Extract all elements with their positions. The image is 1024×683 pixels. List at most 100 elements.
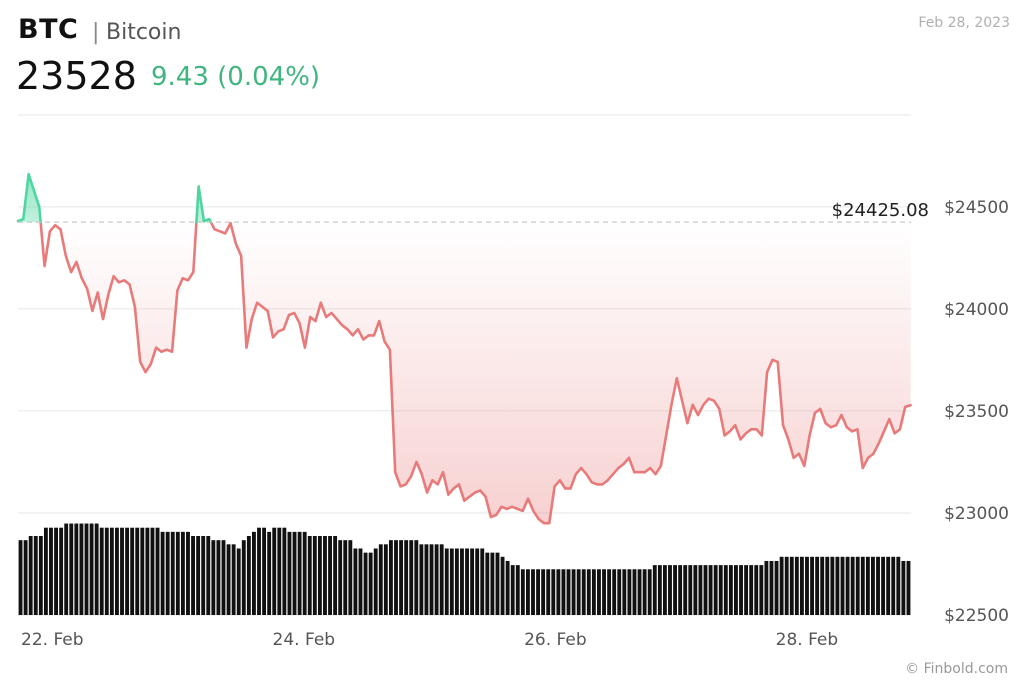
volume-bar bbox=[206, 536, 211, 615]
volume-bar bbox=[830, 556, 835, 615]
chart-date: Feb 28, 2023 bbox=[918, 15, 1010, 31]
volume-bar bbox=[292, 531, 297, 615]
volume-bar bbox=[64, 523, 69, 615]
title-separator: | bbox=[92, 20, 100, 45]
volume-bar bbox=[693, 565, 698, 615]
volume-bar bbox=[876, 556, 880, 615]
volume-bar bbox=[678, 565, 683, 615]
volume-bar bbox=[602, 569, 606, 615]
volume-bar bbox=[744, 565, 749, 615]
volume-bar bbox=[323, 536, 327, 615]
volume-bar bbox=[734, 565, 738, 615]
volume-bar bbox=[419, 544, 424, 615]
volume-bar bbox=[69, 523, 74, 615]
volume-bar bbox=[165, 531, 170, 615]
volume-bar bbox=[871, 556, 875, 615]
volume-bar bbox=[175, 531, 180, 615]
source-credit: © Finbold.com bbox=[905, 661, 1008, 677]
volume-bar bbox=[759, 565, 764, 615]
reference-line: $24425.08 bbox=[18, 200, 929, 223]
volume-bar bbox=[769, 560, 774, 615]
volume-bar bbox=[150, 527, 155, 615]
volume-bar bbox=[449, 548, 454, 615]
volume-bar bbox=[860, 556, 865, 615]
volume-bar bbox=[901, 560, 906, 615]
volume-bar bbox=[460, 548, 464, 615]
volume-bar bbox=[612, 569, 617, 615]
volume-bar bbox=[79, 523, 84, 615]
volume-bar bbox=[571, 569, 576, 615]
volume-bar bbox=[586, 569, 591, 615]
volume-bar bbox=[211, 540, 216, 615]
volume-bar bbox=[394, 540, 398, 615]
volume-bar bbox=[774, 560, 779, 615]
volume-bar bbox=[698, 565, 703, 615]
volume-bar bbox=[125, 527, 130, 615]
volume-bar bbox=[881, 556, 886, 615]
volume-bar bbox=[891, 556, 896, 615]
volume-bar bbox=[135, 527, 140, 615]
volume-bar bbox=[282, 527, 287, 615]
y-tick-label: $24500 bbox=[944, 198, 1009, 218]
volume-bar bbox=[906, 560, 911, 615]
volume-bar bbox=[551, 569, 556, 615]
volume-bar bbox=[160, 531, 165, 615]
volume-bar bbox=[855, 556, 860, 615]
volume-bar bbox=[18, 540, 23, 615]
volume-bar bbox=[130, 527, 135, 615]
volume-bar bbox=[805, 556, 809, 615]
volume-bar bbox=[399, 540, 404, 615]
volume-bar bbox=[89, 523, 94, 615]
volume-bar bbox=[505, 560, 510, 615]
volume-bar bbox=[38, 536, 43, 615]
volume-bar bbox=[850, 556, 855, 615]
volume-bar bbox=[713, 565, 718, 615]
volume-bar bbox=[302, 531, 307, 615]
y-tick-label: $24000 bbox=[944, 300, 1009, 320]
y-tick-label: $22500 bbox=[944, 606, 1009, 626]
volume-bar bbox=[668, 565, 672, 615]
volume-bar bbox=[338, 540, 343, 615]
volume-bar bbox=[673, 565, 678, 615]
volume-bar bbox=[262, 527, 267, 615]
volume-bar bbox=[388, 540, 393, 615]
volume-bar bbox=[140, 527, 145, 615]
volume-bar bbox=[662, 565, 667, 615]
x-tick-label: 26. Feb bbox=[524, 630, 587, 650]
x-tick-label: 28. Feb bbox=[776, 630, 839, 650]
volume-bar bbox=[541, 569, 546, 615]
volume-bar bbox=[789, 556, 794, 615]
volume-bar bbox=[739, 565, 743, 615]
volume-bar bbox=[216, 540, 221, 615]
volume-bar bbox=[444, 548, 449, 615]
volume-bar bbox=[231, 544, 236, 615]
volume-bar bbox=[373, 548, 378, 615]
volume-bar bbox=[865, 556, 870, 615]
volume-bar bbox=[226, 544, 231, 615]
volume-bar bbox=[688, 565, 693, 615]
volume-bar bbox=[383, 544, 388, 615]
volume-bar bbox=[333, 536, 338, 615]
volume-bar bbox=[378, 544, 383, 615]
volume-bar bbox=[728, 565, 733, 615]
volume-bar bbox=[845, 556, 850, 615]
volume-bar bbox=[561, 569, 566, 615]
volume-bar bbox=[74, 523, 79, 615]
volume-bar bbox=[896, 556, 901, 615]
volume-bar bbox=[820, 556, 825, 615]
volume-bars bbox=[18, 523, 911, 615]
coin-name: Bitcoin bbox=[106, 20, 182, 45]
reference-label: $24425.08 bbox=[832, 200, 929, 221]
volume-bar bbox=[764, 560, 769, 615]
volume-bar bbox=[201, 536, 206, 615]
volume-bar bbox=[424, 544, 429, 615]
price-line-below bbox=[39, 220, 912, 525]
volume-bar bbox=[54, 527, 58, 615]
volume-bar bbox=[708, 565, 713, 615]
volume-bar bbox=[439, 544, 444, 615]
volume-bar bbox=[434, 544, 439, 615]
volume-bar bbox=[470, 548, 475, 615]
volume-bar bbox=[652, 565, 657, 615]
volume-bar bbox=[343, 540, 348, 615]
y-tick-label: $23500 bbox=[944, 402, 1009, 422]
